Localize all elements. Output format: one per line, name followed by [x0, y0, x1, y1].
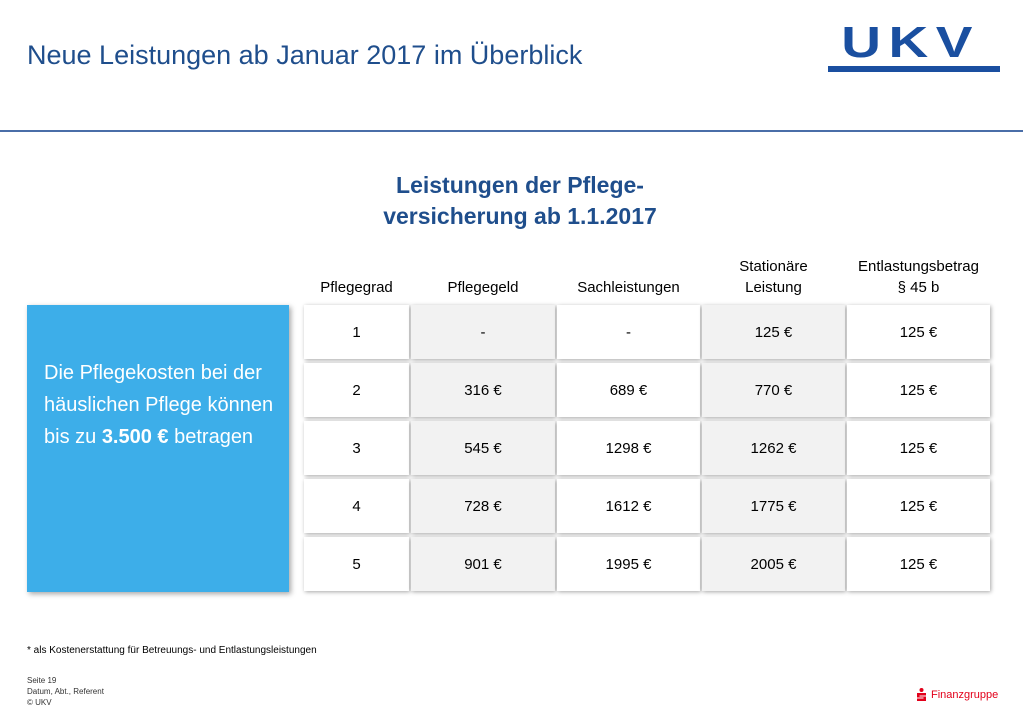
- table-cell: 1775 €: [702, 479, 845, 533]
- table-cell: 1262 €: [702, 421, 845, 475]
- table-cell: 901 €: [411, 537, 555, 591]
- table-cell: 2: [304, 363, 409, 417]
- table-cell: 2005 €: [702, 537, 845, 591]
- table-cell: 125 €: [847, 537, 990, 591]
- table-cell: 728 €: [411, 479, 555, 533]
- column-header-line1: Sachleistungen: [577, 279, 680, 296]
- benefits-table: 1- -125 €125 €2 316 €689 €770 €125 €3 545 €…: [304, 305, 990, 592]
- sparkasse-s-icon: [917, 688, 926, 701]
- table-row: 3 545 €1298 €1262 €125 €: [304, 421, 990, 475]
- column-header: Stationäre Leistung: [702, 256, 845, 298]
- footer-meta: Datum, Abt., Referent: [27, 687, 104, 696]
- column-header-line1: Entlastungsbetrag: [858, 258, 979, 275]
- sparkasse-label: Finanzgruppe: [931, 688, 999, 701]
- header-divider: [0, 130, 1023, 132]
- table-cell: 5: [304, 537, 409, 591]
- footer-copyright: © UKV: [27, 698, 52, 707]
- column-header: Sachleistungen: [557, 256, 700, 298]
- table-cell: 3: [304, 421, 409, 475]
- table-row: 4 728 €1612 €1775 €125 €: [304, 479, 990, 533]
- info-text-before: Die Pflegekosten bei der häuslichen Pfle…: [44, 362, 274, 448]
- table-row: 2 316 €689 €770 €125 €: [304, 363, 990, 417]
- info-text-after: betragen: [168, 426, 254, 448]
- column-header-line2: Leistung: [745, 279, 802, 296]
- table-cell: 770 €: [702, 363, 845, 417]
- ukv-logo-text: UKV: [841, 18, 980, 67]
- table-row: 1- -125 €125 €: [304, 305, 990, 359]
- ukv-logo-bar: [828, 66, 1000, 72]
- column-header: Entlastungsbetrag § 45 b: [847, 256, 990, 298]
- table-heading: Leistungen der Pflege- versicherung ab 1…: [330, 170, 710, 232]
- table-cell: 125 €: [847, 421, 990, 475]
- table-cell: -: [411, 305, 555, 359]
- column-header: Pflegegrad: [304, 256, 409, 298]
- info-box: Die Pflegekosten bei der häuslichen Pfle…: [27, 305, 289, 592]
- column-header-line2: § 45 b: [897, 279, 940, 296]
- sparkasse-logo: Finanzgruppe: [916, 688, 998, 701]
- table-cell: 125 €: [847, 363, 990, 417]
- table-cell: 125 €: [847, 479, 990, 533]
- table-cell: 1612 €: [557, 479, 700, 533]
- column-header-line1: Pflegegeld: [447, 279, 519, 296]
- footnote: * als Kostenerstattung für Betreuungs- u…: [27, 645, 317, 656]
- page-title: Neue Leistungen ab Januar 2017 im Überbl…: [27, 40, 583, 70]
- column-header-line1: Pflegegrad: [320, 279, 393, 296]
- column-header-line1: Stationäre: [739, 258, 808, 275]
- info-text: Die Pflegekosten bei der häuslichen Pfle…: [44, 357, 279, 453]
- table-heading-line1: Leistungen der Pflege-: [396, 172, 644, 198]
- table-cell: 1: [304, 305, 409, 359]
- footer-page: Seite 19: [27, 676, 57, 685]
- table-cell: 125 €: [702, 305, 845, 359]
- table-cell: -: [557, 305, 700, 359]
- table-cell: 4: [304, 479, 409, 533]
- column-header: Pflegegeld: [411, 256, 555, 298]
- ukv-logo: UKV: [828, 18, 1000, 72]
- table-row: 5 901 €1995 €2005 €125 €: [304, 537, 990, 591]
- table-cell: 1995 €: [557, 537, 700, 591]
- table-cell: 125 €: [847, 305, 990, 359]
- table-cell: 689 €: [557, 363, 700, 417]
- footer: Seite 19 Datum, Abt., Referent © UKV: [27, 675, 104, 708]
- table-cell: 1298 €: [557, 421, 700, 475]
- table-cell: 316 €: [411, 363, 555, 417]
- table-heading-line2: versicherung ab 1.1.2017: [383, 203, 657, 229]
- info-text-amount: 3.500 €: [101, 426, 169, 448]
- table-cell: 545 €: [411, 421, 555, 475]
